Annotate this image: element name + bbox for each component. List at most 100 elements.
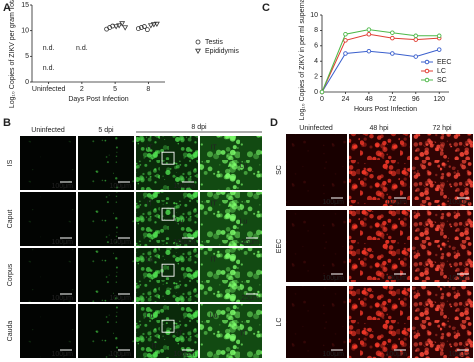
row-label: SC (276, 165, 283, 175)
x-tick-label: 48 (365, 96, 373, 103)
micrograph (349, 134, 410, 206)
micrograph (20, 136, 76, 190)
micrograph (136, 192, 198, 246)
micrograph (78, 192, 134, 246)
column-header: 8 dpi (191, 124, 207, 131)
row-label: Caput (7, 210, 14, 229)
region-label: Lu (240, 219, 248, 226)
micrograph (200, 192, 262, 246)
scale-label: 100μm (448, 275, 470, 282)
micrograph (200, 248, 262, 302)
region-label: IT (147, 201, 154, 208)
x-tick-label: 96 (412, 96, 420, 103)
inset-box (161, 207, 175, 221)
x-tick-label: 72 (388, 96, 396, 103)
data-point (343, 51, 348, 56)
micrograph (286, 210, 347, 282)
y-tick-label: 8 (314, 27, 318, 34)
data-point (390, 35, 395, 41)
region-label: IT (176, 331, 183, 338)
region-label: IT (211, 201, 218, 208)
data-point (147, 23, 154, 29)
x-axis-title: Hours Post Infection (354, 106, 417, 113)
inset-box (161, 263, 175, 277)
column-header: 72 hpi (432, 125, 452, 132)
scale-label: 100μm (385, 275, 407, 282)
legend-marker (424, 68, 430, 74)
column-header: Uninfected (31, 127, 65, 134)
x-tick-label: 5 (113, 86, 117, 93)
x-tick-label: 8 (146, 86, 150, 93)
region-label: Lu (146, 257, 154, 264)
micrograph (286, 286, 347, 358)
x-tick-label: 2 (80, 86, 84, 93)
data-point (413, 33, 419, 39)
row-label: EEC (276, 239, 283, 253)
y-tick-label: 0 (314, 89, 318, 96)
scale-label: 100μm (109, 239, 131, 246)
region-label: Lu (210, 313, 218, 320)
data-point (144, 27, 150, 33)
micrograph (20, 248, 76, 302)
panel-label: B (3, 117, 11, 129)
data-point (436, 47, 442, 52)
micrograph (200, 304, 262, 358)
data-point (116, 23, 123, 29)
micrograph (349, 210, 410, 282)
region-label: Lu (176, 219, 184, 226)
region-label: IT (211, 257, 218, 264)
annotation: n.d. (43, 45, 55, 52)
micrograph (78, 136, 134, 190)
data-point (122, 25, 129, 31)
data-point (436, 33, 442, 39)
scale-label: 100μm (173, 239, 195, 246)
micrograph (136, 304, 198, 358)
y-axis-title: Log₁₀ Copies of ZIKV per gram Total RNA (9, 0, 16, 108)
data-line (321, 29, 440, 93)
micrograph (200, 136, 262, 190)
legend-label: Epididymis (205, 48, 239, 55)
inset-box (161, 151, 175, 165)
data-point (153, 21, 160, 27)
data-point (390, 51, 395, 56)
row-label: LC (276, 318, 283, 327)
data-point (135, 26, 141, 32)
scale-label: 100μm (385, 199, 407, 206)
x-tick-label: 24 (342, 96, 350, 103)
column-header: Uninfected (299, 125, 333, 132)
scale-label: 100μm (109, 183, 131, 190)
y-tick-label: 10 (310, 12, 318, 19)
data-point (150, 22, 157, 28)
y-tick-label: 4 (314, 58, 318, 65)
panel-label: A (3, 2, 11, 14)
scale-label: 100μm (109, 295, 131, 302)
annotation: n.d. (76, 45, 88, 52)
scale-label: 25μm (241, 295, 259, 302)
y-tick-label: 10 (21, 28, 29, 35)
micrograph (412, 210, 473, 282)
scale-label: 25μm (241, 239, 259, 246)
scale-label: 100μm (322, 199, 344, 206)
data-point (366, 27, 372, 32)
y-tick-label: 6 (314, 43, 318, 50)
x-tick-label: 120 (433, 96, 445, 103)
row-label: Corpus (7, 263, 14, 286)
micrograph (20, 304, 76, 358)
data-point (113, 24, 120, 30)
data-point (138, 25, 144, 30)
region-label: Lu (240, 163, 248, 170)
row-label: Cauda (7, 321, 14, 342)
data-point (119, 21, 126, 27)
micrograph (20, 192, 76, 246)
data-line (321, 33, 440, 93)
legend-label: LC (437, 68, 446, 75)
region-label: IT (240, 331, 247, 338)
scale-label: 100μm (322, 351, 344, 358)
data-point (343, 32, 348, 37)
micrograph (286, 134, 347, 206)
data-point (413, 54, 419, 59)
legend-label: EEC (437, 59, 451, 66)
x-tick-label: 0 (320, 96, 324, 103)
data-point (141, 24, 147, 29)
